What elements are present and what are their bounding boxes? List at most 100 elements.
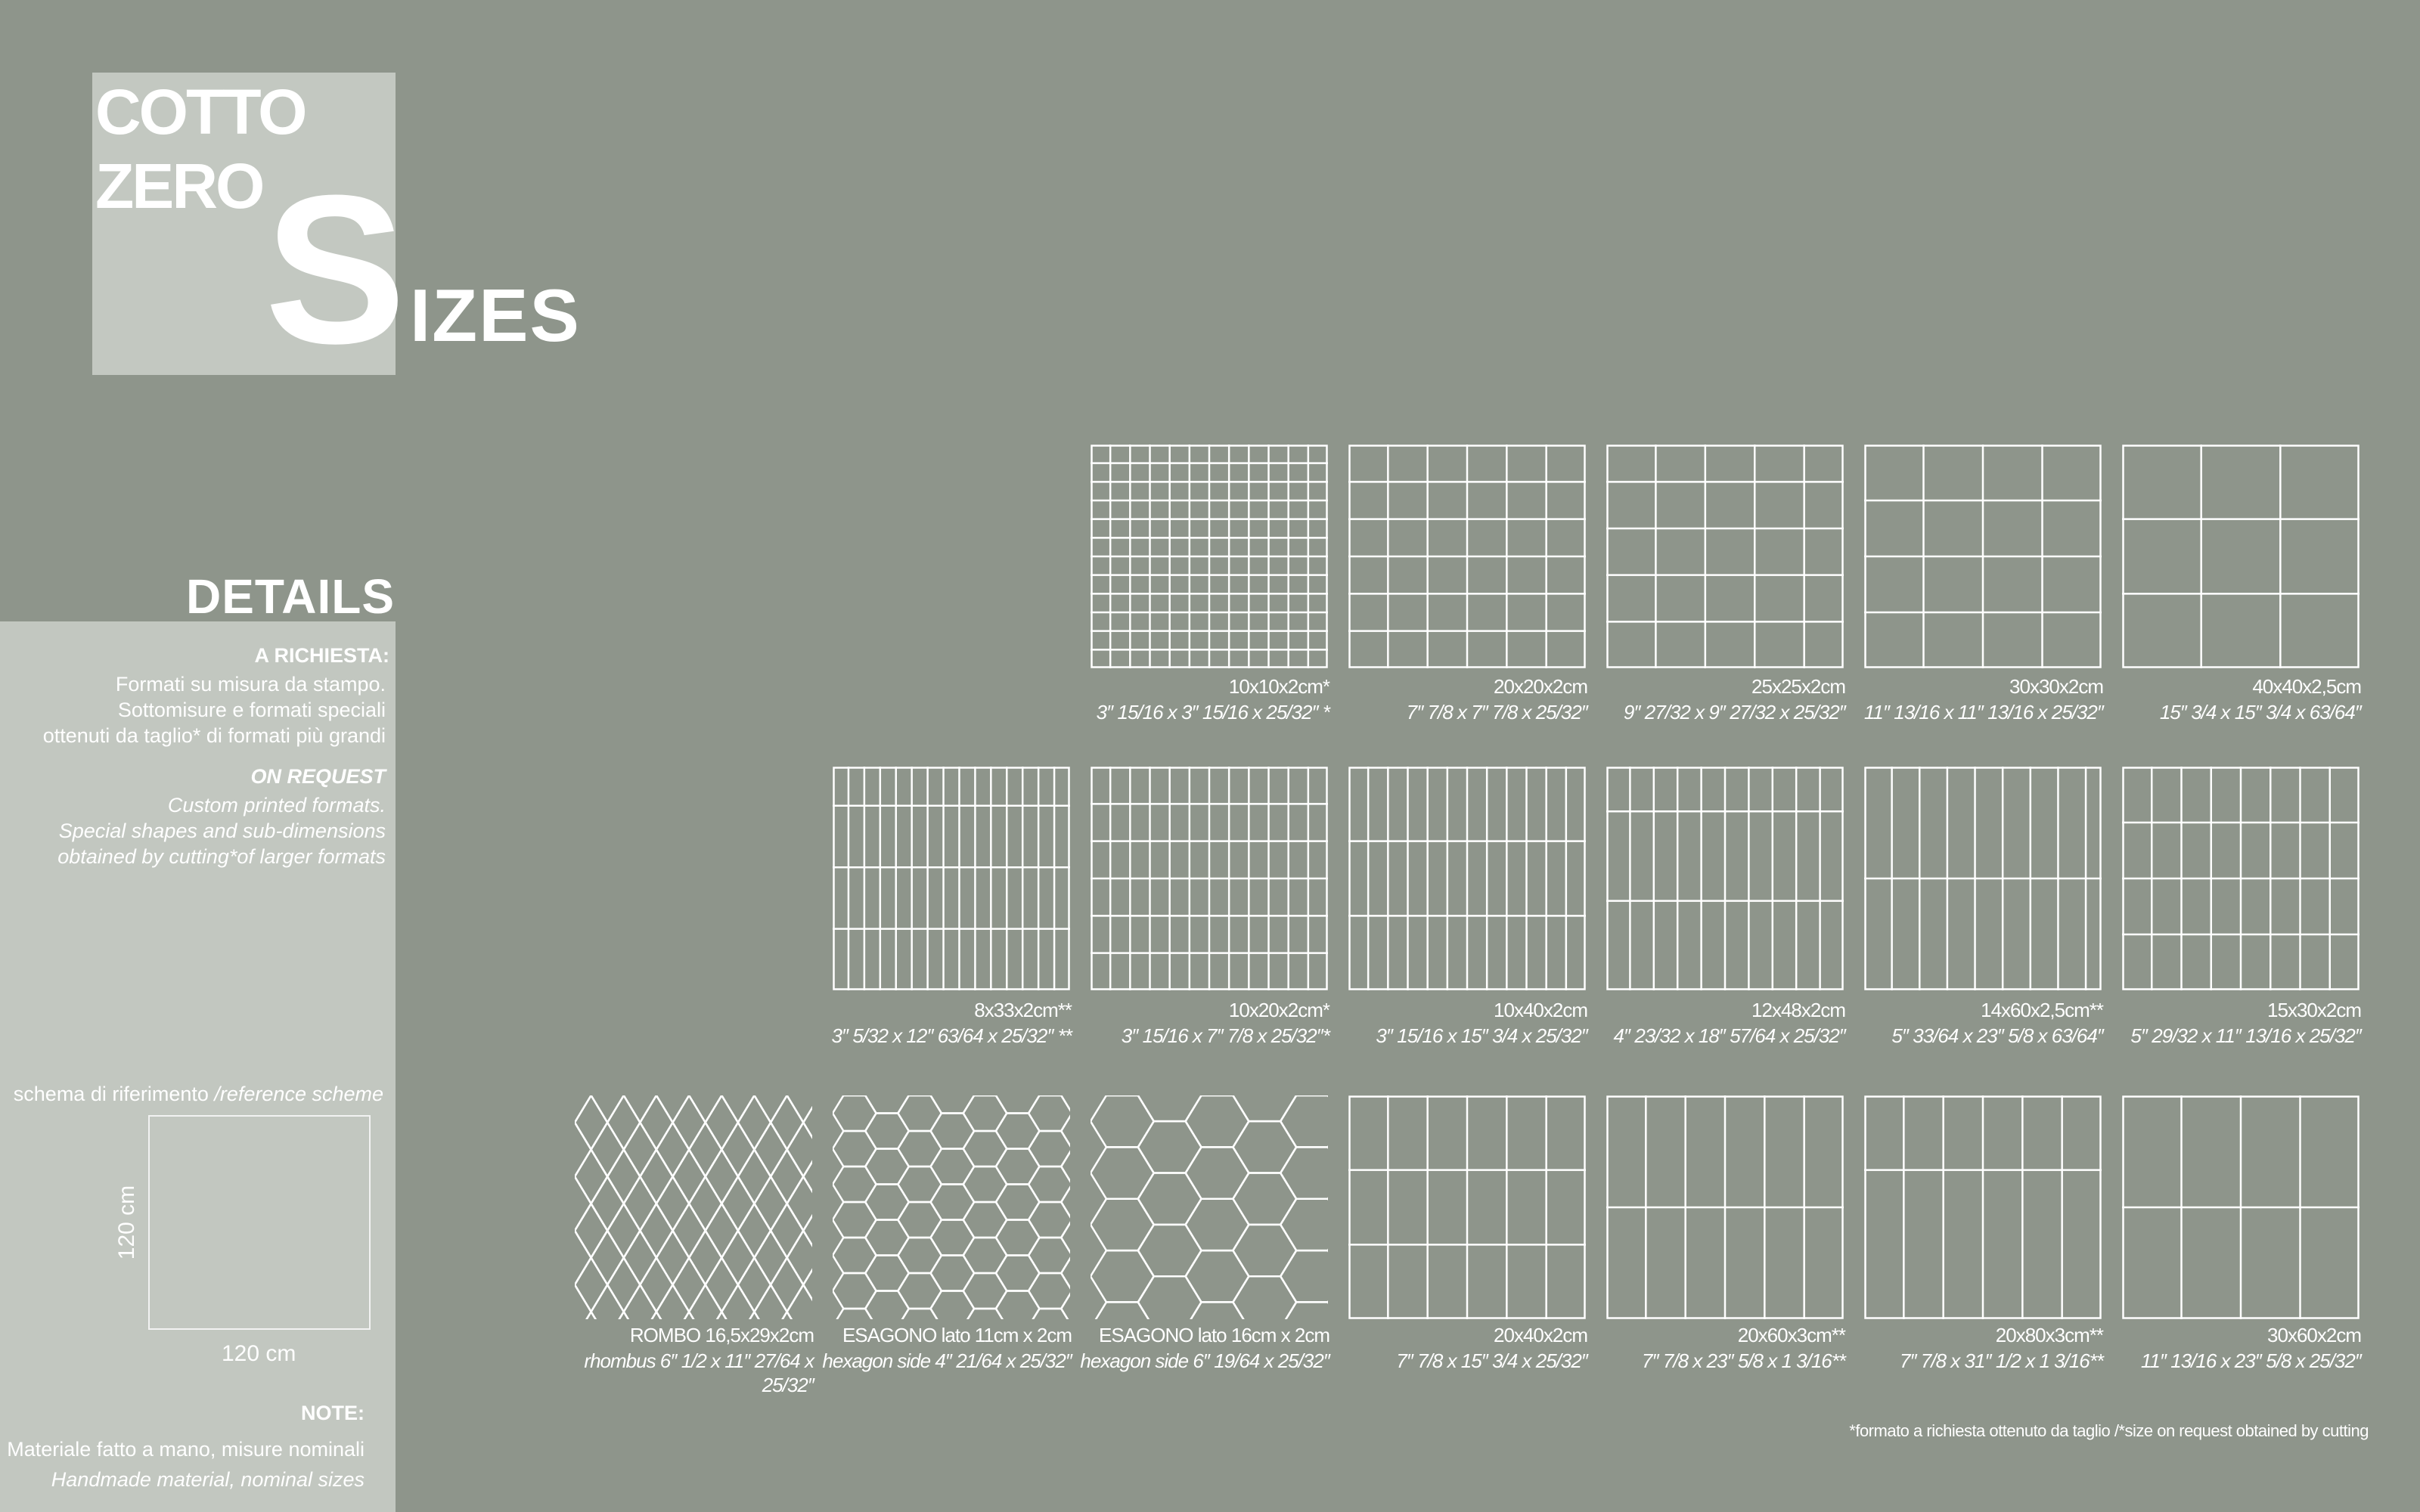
note-heading: NOTE: xyxy=(301,1402,365,1424)
tile-size-label: 20x80x3cm** xyxy=(1995,1324,2104,1346)
tile-imperial-label: 7″ 7/8 x 31″ 1/2 x 1 3/16** xyxy=(1900,1349,2104,1372)
rhombus-tile xyxy=(802,1160,812,1194)
rhombus-tile xyxy=(802,1268,812,1302)
rhombus-tile xyxy=(590,1095,625,1125)
hexagon-tile xyxy=(1190,1301,1245,1319)
tile-caption: 40x40x2,5cm 15″ 3/4 x 15″ 3/4 x 63/64″ xyxy=(2108,674,2362,724)
hexagon-tile xyxy=(1091,1198,1156,1252)
brand-line-2: ZERO xyxy=(95,150,265,222)
tile-imperial-label: hexagon side 6″ 19/64 x 25/32″ xyxy=(1080,1349,1330,1372)
tile-caption: 20x80x3cm** 7″ 7/8 x 31″ 1/2 x 1 3/16** xyxy=(1851,1323,2104,1373)
tile-size-label: ROMBO 16,5x29x2cm xyxy=(629,1324,814,1346)
rhombus-tile xyxy=(753,1095,789,1125)
tile-size-label: 14x60x2,5cm** xyxy=(1981,999,2104,1021)
rhombus-tile xyxy=(622,1282,658,1319)
tile-caption: 10x20x2cm* 3″ 15/16 x 7″ 7/8 x 25/32″* xyxy=(1077,998,1330,1048)
tile-pattern-1-1 xyxy=(1091,767,1328,990)
tile-outline xyxy=(833,767,1070,990)
hexagon-tile xyxy=(1279,1198,1328,1252)
tile-imperial-label: 3″ 15/16 x 3″ 15/16 x 25/32″ * xyxy=(1096,701,1330,723)
rhombus-tile xyxy=(638,1148,674,1206)
rhombus-tile xyxy=(575,1256,609,1314)
hexagon-tile xyxy=(1060,1221,1070,1254)
tile-imperial-label: hexagon side 4″ 21/64 x 25/32″ xyxy=(822,1349,1072,1372)
rhombus-tile xyxy=(622,1228,658,1287)
hexagon-tile xyxy=(1032,1307,1069,1319)
title-rest: IZES xyxy=(410,274,581,357)
hexagon-tile xyxy=(1184,1146,1250,1200)
rhombus-tile xyxy=(655,1174,690,1233)
tile-caption: ESAGONO lato 11cm x 2cm hexagon side 4″ 2… xyxy=(819,1323,1072,1373)
tile-pattern-1-0 xyxy=(833,767,1070,990)
tile-imperial-label: 11″ 13/16 x 11″ 13/16 x 25/32″ xyxy=(1863,701,2104,723)
hexagon-tile xyxy=(1137,1275,1202,1319)
rhombus-tile xyxy=(687,1120,723,1179)
hexagon-tile xyxy=(929,1290,976,1319)
rhombus-tile xyxy=(575,1174,593,1233)
hexagon-tile xyxy=(1137,1223,1202,1278)
rhombus-tile xyxy=(737,1256,772,1314)
tile-size-label: 15x30x2cm xyxy=(2267,999,2362,1021)
tile-pattern-2-1 xyxy=(833,1095,1070,1319)
tile-size-label: 10x40x2cm xyxy=(1494,999,1588,1021)
rhombus-tile xyxy=(655,1120,690,1179)
rhombus-tile xyxy=(638,1201,674,1260)
tile-size-label: 8x33x2cm** xyxy=(974,999,1072,1021)
tile-size-label: 40x40x2,5cm xyxy=(2252,675,2362,698)
rhombus-tile xyxy=(753,1174,789,1233)
rhombus-tile xyxy=(606,1095,641,1151)
hexagon-tile xyxy=(1231,1275,1298,1319)
reference-label: schema di riferimento /reference scheme xyxy=(14,1081,383,1107)
tile-caption: 30x60x2cm 11″ 13/16 x 23″ 5/8 x 25/32″ xyxy=(2108,1323,2362,1373)
tile-imperial-label: 5″ 29/32 x 11″ 13/16 x 25/32″ xyxy=(2130,1024,2362,1047)
reference-label-it: schema di riferimento xyxy=(13,1083,215,1105)
hexagon-tile xyxy=(1184,1095,1250,1148)
rhombus-tile xyxy=(655,1282,690,1319)
rhombus-tile xyxy=(575,1120,593,1179)
rhombus-tile xyxy=(687,1095,723,1125)
hexagon-tile xyxy=(1184,1249,1250,1303)
tile-size-label: 10x10x2cm* xyxy=(1228,675,1330,698)
rhombus-tile xyxy=(737,1148,772,1206)
tile-caption: 8x33x2cm** 3″ 5/32 x 12″ 63/64 x 25/32″ *… xyxy=(819,998,1072,1048)
tile-pattern-2-6 xyxy=(2122,1095,2360,1319)
rhombus-tile xyxy=(575,1201,609,1260)
hexagon-tile xyxy=(1284,1301,1328,1319)
brand-line-1: COTTO xyxy=(95,76,307,147)
hexagon-tile xyxy=(966,1307,1004,1319)
rhombus-tile xyxy=(622,1174,658,1233)
rhombus-tile xyxy=(720,1228,755,1287)
tile-pattern-2-3 xyxy=(1348,1095,1586,1319)
rhombus-tile xyxy=(769,1201,805,1260)
hexagon-tile xyxy=(1060,1150,1070,1183)
tile-pattern-2-4 xyxy=(1606,1095,1844,1319)
tile-imperial-label: 9″ 27/32 x 9″ 27/32 x 25/32″ xyxy=(1623,701,1846,723)
tile-imperial-label: 7″ 7/8 x 15″ 3/4 x 25/32″ xyxy=(1396,1349,1588,1372)
rhombus-tile xyxy=(704,1095,740,1151)
rhombus-tile xyxy=(769,1256,805,1314)
rhombus-tile xyxy=(590,1228,625,1287)
hexagon-tile xyxy=(1091,1249,1156,1303)
tile-size-label: 20x20x2cm xyxy=(1494,675,1588,698)
rhombus-tile xyxy=(606,1148,641,1206)
tile-size-label: ESAGONO lato 16cm x 2cm xyxy=(1099,1324,1330,1346)
rhombus-tile xyxy=(687,1228,723,1287)
tile-caption: 10x10x2cm* 3″ 15/16 x 3″ 15/16 x 25/32″ * xyxy=(1077,674,1330,724)
rhombus-tile xyxy=(672,1148,707,1206)
rhombus-tile xyxy=(737,1095,772,1151)
tile-caption: ROMBO 16,5x29x2cm rhombus 6″ 1/2 x 11″ 27… xyxy=(561,1323,814,1397)
hexagon-tile xyxy=(1231,1095,1298,1123)
tile-caption: 25x25x2cm 9″ 27/32 x 9″ 27/32 x 25/32″ xyxy=(1593,674,1846,724)
tile-pattern-2-5 xyxy=(1864,1095,2102,1319)
rhombus-tile xyxy=(683,1309,695,1319)
note-en: Handmade material, nominal sizes xyxy=(51,1468,365,1491)
rhombus-tile xyxy=(672,1256,707,1314)
hexagon-tile xyxy=(1279,1095,1328,1148)
tile-imperial-label: 3″ 15/16 x 7″ 7/8 x 25/32″* xyxy=(1121,1024,1330,1047)
rhombus-tile xyxy=(769,1148,805,1206)
rhombus-tile xyxy=(650,1309,662,1319)
rhombus-tile xyxy=(575,1228,593,1287)
rhombus-tile xyxy=(606,1256,641,1314)
hexagon-tile xyxy=(1231,1223,1298,1278)
rhombus-tile xyxy=(672,1095,707,1151)
